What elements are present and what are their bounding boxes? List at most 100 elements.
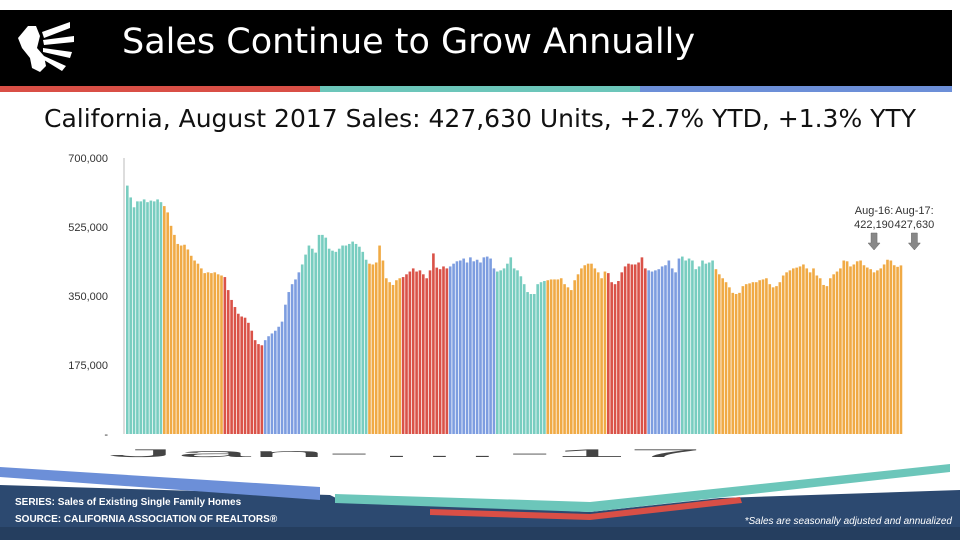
- chart-bar: [559, 278, 563, 434]
- chart-bar: [734, 294, 738, 434]
- chart-bar: [761, 279, 765, 434]
- chart-bar: [886, 259, 889, 434]
- header-bar: Sales Continue to Grow Annually: [0, 10, 952, 86]
- chart-bar: [240, 316, 243, 434]
- chart-bar: [176, 243, 180, 434]
- chart-bar: [314, 252, 317, 434]
- chart-bar: [785, 272, 788, 434]
- x-tick-labels: Jan-…-17: [108, 448, 703, 460]
- chart-bar: [445, 268, 449, 434]
- chart-bar: [334, 251, 338, 434]
- annotation-label: Aug-16:: [855, 205, 894, 217]
- chart-bar: [300, 264, 304, 434]
- chart-bar: [459, 260, 462, 434]
- header-stripe-teal: [320, 86, 640, 92]
- chart-bar: [132, 207, 136, 434]
- chart-bar: [596, 272, 600, 434]
- chart-bar: [576, 274, 580, 434]
- chart-bar: [485, 256, 489, 434]
- chart-bar: [694, 269, 698, 434]
- seasonal-adjustment-note: *Sales are seasonally adjusted and annua…: [744, 516, 952, 527]
- chart-bar: [385, 278, 388, 434]
- chart-bar: [422, 274, 425, 434]
- chart-bar: [859, 260, 862, 434]
- chart-bar: [136, 201, 139, 434]
- chart-bar: [186, 249, 190, 434]
- chart-bar: [348, 243, 351, 434]
- chart-bar: [193, 260, 196, 434]
- chart-bar: [368, 263, 371, 434]
- page-title: Sales Continue to Grow Annually: [122, 22, 696, 62]
- header-stripe-red: [0, 86, 320, 92]
- chart-bar: [408, 271, 412, 434]
- chart-bar: [189, 255, 193, 434]
- chart-bar: [687, 258, 691, 434]
- chart-bar: [418, 270, 422, 434]
- chart-bar: [499, 270, 502, 434]
- chart-bar: [260, 345, 264, 434]
- chart-bar: [358, 246, 361, 434]
- chart-bar: [818, 278, 822, 434]
- chart-bar: [788, 270, 792, 434]
- chart-bar: [401, 277, 405, 434]
- chart-bar: [546, 280, 550, 434]
- chart-bar: [156, 199, 159, 434]
- chart-bar: [321, 234, 324, 434]
- chart-bar: [872, 272, 876, 434]
- footer-decoration: [0, 464, 960, 540]
- chart-bar: [331, 250, 334, 434]
- y-tick-label: -: [104, 429, 108, 441]
- chart-bar: [835, 271, 839, 434]
- chart-bar: [882, 264, 886, 434]
- chart-bar: [216, 274, 220, 434]
- chart-bar: [657, 269, 661, 434]
- chart-bar: [398, 278, 402, 434]
- chart-bar: [627, 263, 630, 434]
- chart-bar: [892, 265, 896, 434]
- chart-bar: [543, 281, 546, 434]
- chart-bar: [553, 279, 556, 434]
- chart-bar: [704, 263, 708, 434]
- chart-bar: [196, 263, 200, 434]
- chart-bar: [183, 244, 186, 434]
- chart-bar: [755, 282, 758, 434]
- source-label: SOURCE: CALIFORNIA ASSOCIATION OF REALTO…: [15, 514, 278, 525]
- chart-bar: [294, 279, 297, 434]
- chart-bar: [566, 287, 570, 434]
- chart-bar: [845, 261, 849, 434]
- chart-bar: [792, 268, 795, 434]
- chart-bar: [724, 282, 728, 434]
- chart-bar: [374, 262, 378, 434]
- chart-bar: [391, 284, 395, 434]
- chart-bar: [237, 313, 240, 434]
- chart-bar: [351, 241, 354, 434]
- chart-bar: [311, 248, 314, 434]
- chart-bar: [640, 257, 644, 434]
- chart-bar: [610, 282, 613, 434]
- chart-bar: [630, 264, 634, 434]
- chart-bar: [674, 272, 677, 434]
- chart-bar: [341, 245, 344, 434]
- chart-bar: [253, 340, 257, 434]
- chart-bar: [163, 206, 166, 434]
- chart-bar: [432, 253, 435, 434]
- chart-bar: [233, 307, 237, 434]
- chart-bar: [149, 200, 153, 434]
- chart-bar: [633, 264, 637, 434]
- chart-bar: [741, 286, 745, 434]
- chart-bar: [277, 326, 280, 434]
- chart-bar: [832, 274, 835, 434]
- chart-bar: [415, 271, 418, 434]
- chart-bar: [670, 268, 674, 434]
- chart-bar: [808, 272, 812, 434]
- chart-bar: [660, 266, 664, 434]
- chart-bar: [677, 258, 681, 434]
- chart-bar: [681, 256, 684, 434]
- chart-bar: [405, 274, 408, 434]
- chart-bar: [492, 268, 496, 434]
- chart-bar: [506, 263, 509, 434]
- chart-bar: [876, 270, 879, 434]
- chart-bar: [775, 286, 778, 434]
- chart-bar: [512, 268, 516, 434]
- chart-bar: [728, 287, 731, 434]
